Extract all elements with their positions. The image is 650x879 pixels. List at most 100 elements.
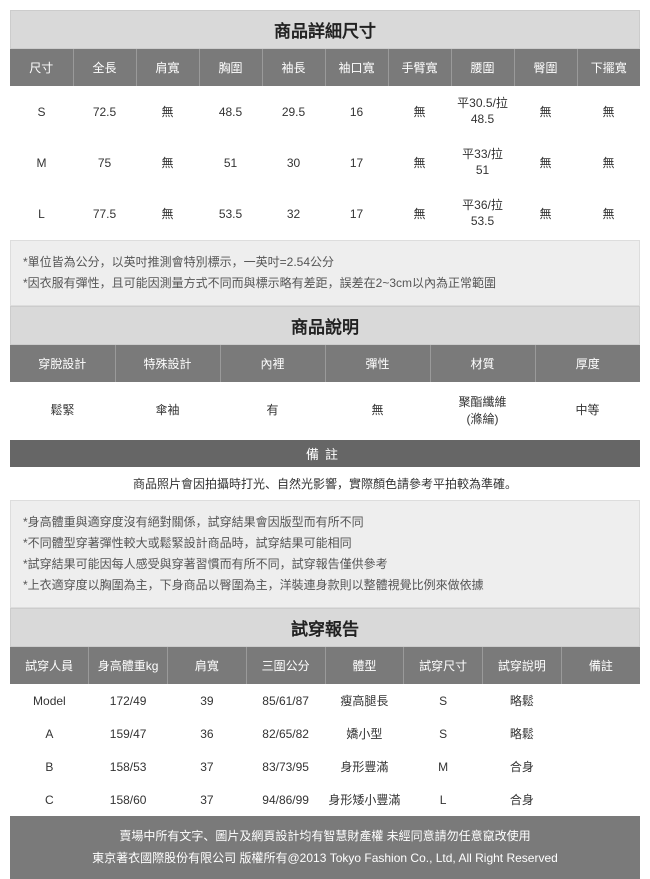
try-header-cell: 試穿人員 <box>10 647 89 684</box>
try-header-cell: 身高體重kg <box>89 647 168 684</box>
size-cell: 17 <box>325 188 388 239</box>
try-notes: *身高體重與適穿度沒有絕對關係，試穿結果會因版型而有所不同 *不同體型穿著彈性較大… <box>10 500 640 609</box>
size-row: M75無513017無平33/拉51無無 <box>10 137 640 188</box>
size-header-cell: 肩寬 <box>136 49 199 86</box>
desc-table: 穿脫設計特殊設計內裡彈性材質厚度 鬆緊傘袖有無聚酯纖維(滌綸)中等 <box>10 345 640 440</box>
try-cell: A <box>10 717 89 750</box>
desc-header-cell: 內裡 <box>220 345 325 382</box>
desc-header-cell: 特殊設計 <box>115 345 220 382</box>
try-cell <box>561 684 640 717</box>
desc-header-cell: 穿脫設計 <box>10 345 115 382</box>
size-cell: 29.5 <box>262 86 325 137</box>
try-cell: 158/53 <box>89 750 168 783</box>
size-table: 尺寸全長肩寬胸圍袖長袖口寬手臂寬腰圍臀圍下擺寬 S72.5無48.529.516… <box>10 49 640 240</box>
desc-header-cell: 彈性 <box>325 345 430 382</box>
try-cell: 172/49 <box>89 684 168 717</box>
size-cell: M <box>10 137 73 188</box>
try-cell <box>561 783 640 816</box>
try-cell: 嬌小型 <box>325 717 404 750</box>
note-line: *不同體型穿著彈性較大或鬆緊設計商品時，試穿結果可能相同 <box>23 534 627 553</box>
try-cell: Model <box>10 684 89 717</box>
try-cell: 94/86/99 <box>246 783 325 816</box>
size-cell: 無 <box>388 86 451 137</box>
desc-header-cell: 厚度 <box>535 345 640 382</box>
note-line: *上衣適穿度以胸圍為主，下身商品以臀圍為主，洋裝連身款則以整體視覺比例來做依據 <box>23 576 627 595</box>
try-cell: 合身 <box>483 783 562 816</box>
desc-cell: 無 <box>325 382 430 440</box>
size-header-cell: 下擺寬 <box>577 49 640 86</box>
try-cell: 158/60 <box>89 783 168 816</box>
size-cell: 無 <box>388 137 451 188</box>
try-cell: 略鬆 <box>483 717 562 750</box>
footer: 賣場中所有文字、圖片及網頁設計均有智慧財產權 未經同意請勿任意竄改使用 東京著衣… <box>10 816 640 879</box>
size-cell: 無 <box>577 86 640 137</box>
size-row: L77.5無53.53217無平36/拉53.5無無 <box>10 188 640 239</box>
desc-cell: 中等 <box>535 382 640 440</box>
note-line: *試穿結果可能因每人感受與穿著習慣而有所不同，試穿報告僅供參考 <box>23 555 627 574</box>
size-notes: *單位皆為公分，以英吋推測會特別標示，一英吋=2.54公分*因衣服有彈性，且可能… <box>10 240 640 306</box>
try-row: Model172/493985/61/87瘦高腿長S略鬆 <box>10 684 640 717</box>
size-header-cell: 臀圍 <box>514 49 577 86</box>
try-cell: 82/65/82 <box>246 717 325 750</box>
try-row: B158/533783/73/95身形豐滿M合身 <box>10 750 640 783</box>
size-header-cell: 胸圍 <box>199 49 262 86</box>
size-section-title: 商品詳細尺寸 <box>10 10 640 49</box>
size-header-cell: 尺寸 <box>10 49 73 86</box>
size-cell: 平33/拉51 <box>451 137 514 188</box>
size-cell: 72.5 <box>73 86 136 137</box>
try-cell: B <box>10 750 89 783</box>
size-cell: 無 <box>136 137 199 188</box>
size-cell: 53.5 <box>199 188 262 239</box>
try-row: C158/603794/86/99身形矮小豐滿L合身 <box>10 783 640 816</box>
try-header-cell: 三圍公分 <box>246 647 325 684</box>
size-cell: 無 <box>514 188 577 239</box>
note-line: *單位皆為公分，以英吋推測會特別標示，一英吋=2.54公分 <box>23 253 627 272</box>
size-cell: 平30.5/拉48.5 <box>451 86 514 137</box>
try-cell: 85/61/87 <box>246 684 325 717</box>
try-cell: L <box>404 783 483 816</box>
try-cell: S <box>404 684 483 717</box>
try-cell: M <box>404 750 483 783</box>
try-cell <box>561 717 640 750</box>
desc-cell: 傘袖 <box>115 382 220 440</box>
try-cell: 36 <box>168 717 247 750</box>
size-header-cell: 袖長 <box>262 49 325 86</box>
size-cell: 32 <box>262 188 325 239</box>
size-row: S72.5無48.529.516無平30.5/拉48.5無無 <box>10 86 640 137</box>
desc-cell: 有 <box>220 382 325 440</box>
try-header-cell: 體型 <box>325 647 404 684</box>
size-cell: 51 <box>199 137 262 188</box>
size-cell: 無 <box>514 137 577 188</box>
try-cell: 37 <box>168 750 247 783</box>
try-cell: 83/73/95 <box>246 750 325 783</box>
size-cell: L <box>10 188 73 239</box>
try-cell: 身形豐滿 <box>325 750 404 783</box>
desc-sub-header: 備註 <box>10 440 640 467</box>
size-cell: 30 <box>262 137 325 188</box>
size-cell: 無 <box>514 86 577 137</box>
desc-cell: 聚酯纖維(滌綸) <box>430 382 535 440</box>
size-cell: 17 <box>325 137 388 188</box>
size-cell: 平36/拉53.5 <box>451 188 514 239</box>
try-cell: 39 <box>168 684 247 717</box>
size-header-cell: 腰圍 <box>451 49 514 86</box>
desc-cell: 鬆緊 <box>10 382 115 440</box>
try-row: A159/473682/65/82嬌小型S略鬆 <box>10 717 640 750</box>
try-cell: 159/47 <box>89 717 168 750</box>
size-header-cell: 全長 <box>73 49 136 86</box>
try-header-cell: 試穿說明 <box>483 647 562 684</box>
try-header-cell: 肩寬 <box>168 647 247 684</box>
size-cell: 無 <box>388 188 451 239</box>
try-cell: S <box>404 717 483 750</box>
size-cell: 無 <box>136 188 199 239</box>
size-cell: 75 <box>73 137 136 188</box>
note-line: *身高體重與適穿度沒有絕對關係，試穿結果會因版型而有所不同 <box>23 513 627 532</box>
size-cell: 16 <box>325 86 388 137</box>
desc-header-cell: 材質 <box>430 345 535 382</box>
footer-line-2: 東京著衣國際股份有限公司 版權所有@2013 Tokyo Fashion Co.… <box>10 848 640 870</box>
size-cell: S <box>10 86 73 137</box>
try-section-title: 試穿報告 <box>10 608 640 647</box>
desc-section-title: 商品說明 <box>10 306 640 345</box>
size-cell: 無 <box>577 137 640 188</box>
try-cell: 合身 <box>483 750 562 783</box>
